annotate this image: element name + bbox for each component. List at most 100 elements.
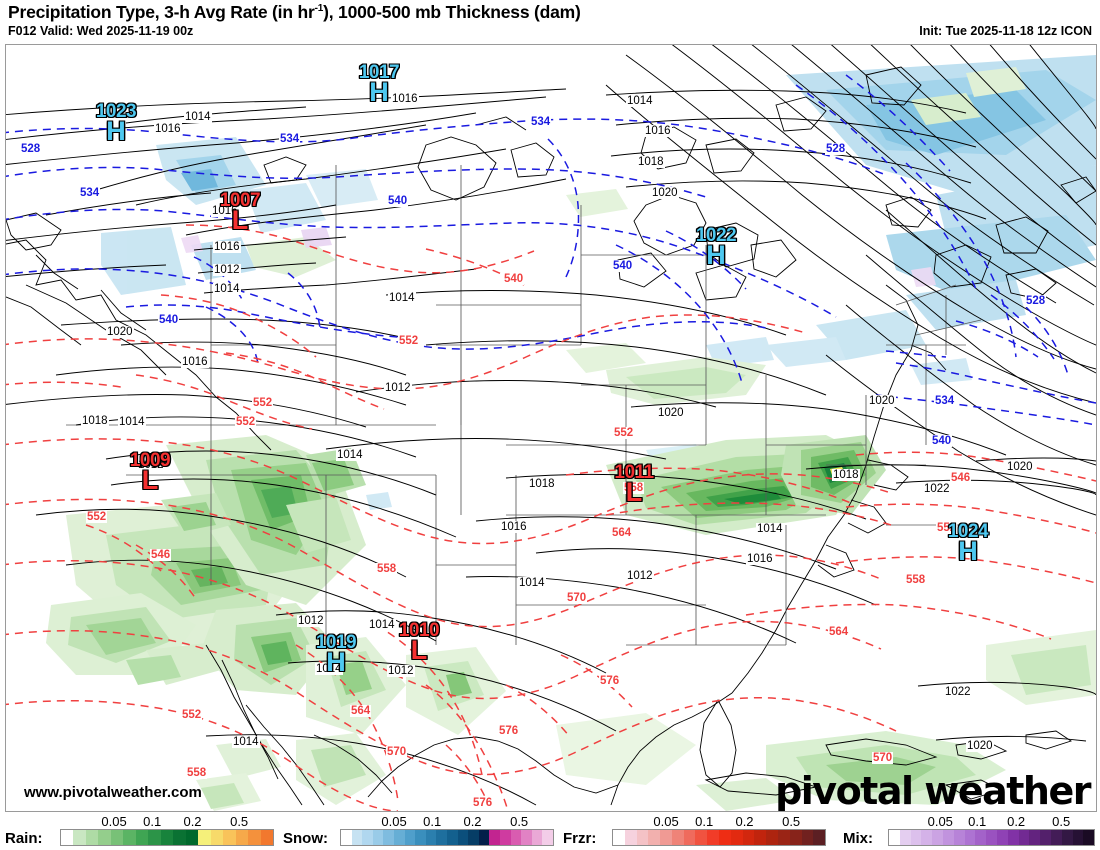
colorbar-swatch — [372, 830, 384, 845]
legend-label-frzr: Frzr: — [563, 830, 597, 847]
colorbar-swatch — [362, 830, 373, 845]
colorbar-swatch — [110, 830, 124, 845]
colorbar-tick-rain: 0.2 — [183, 814, 202, 829]
colorbar-tick-rain: 0.05 — [101, 814, 127, 829]
colorbar-swatch — [478, 830, 490, 845]
thickness-contours-cold — [6, 74, 1096, 426]
colorbar-swatch — [248, 830, 261, 845]
colorbar-rain — [60, 829, 274, 846]
colorbar-swatch — [210, 830, 224, 845]
legend-group-rain: Rain: 0.05 0.1 0.2 0.5 — [5, 812, 278, 850]
colorbar-swatch — [1018, 830, 1030, 845]
colorbar-swatch — [383, 830, 394, 845]
valid-time-label: F012 Valid: Wed 2025-11-19 00z — [8, 24, 194, 38]
colorbar-swatch — [415, 830, 426, 845]
header: Precipitation Type, 3-h Avg Rate (in hr-… — [0, 0, 1100, 44]
colorbar-swatch — [942, 830, 954, 845]
colorbar-swatch — [457, 830, 469, 845]
site-url-watermark: www.pivotalweather.com — [24, 784, 202, 801]
colorbar-swatch — [754, 830, 767, 845]
colorbar-swatch — [198, 830, 211, 845]
isobar-contours — [6, 45, 1096, 806]
colorbar-swatch — [986, 830, 997, 845]
colorbar-swatch — [742, 830, 755, 845]
colorbar-swatch — [98, 830, 111, 845]
colorbar-swatch — [613, 830, 625, 845]
precip-snow-shading — [101, 55, 1096, 510]
colorbar-swatch — [510, 830, 522, 845]
colorbar-tick-snow: 0.05 — [381, 814, 407, 829]
brand-watermark: pivotal weather — [775, 769, 1091, 812]
colorbar-swatch — [148, 830, 161, 845]
colorbar-tick-mix: 0.2 — [1007, 814, 1026, 829]
legend-group-frzr: Frzr: 0.05 0.1 0.2 0.5 — [563, 812, 830, 850]
colorbar-swatch — [160, 830, 174, 845]
map-graphics — [6, 45, 1096, 811]
colorbar-swatch — [1029, 830, 1041, 845]
colorbar-tick-mix: 0.05 — [927, 814, 953, 829]
colorbar-swatch — [1083, 830, 1095, 845]
colorbar-swatch — [542, 830, 553, 845]
colorbar-swatch — [889, 830, 900, 845]
colorbar-tick-frzr: 0.2 — [735, 814, 754, 829]
colorbar-swatch — [648, 830, 661, 845]
colorbar-swatch — [660, 830, 672, 845]
colorbar-swatch — [1072, 830, 1084, 845]
colorbar-tick-frzr: 0.5 — [782, 814, 801, 829]
colorbar-swatch — [910, 830, 922, 845]
colorbar-tick-mix: 0.5 — [1052, 814, 1071, 829]
colorbar-swatch — [521, 830, 532, 845]
colorbar-swatch — [173, 830, 186, 845]
colorbar-swatch — [932, 830, 943, 845]
colorbar-swatch — [123, 830, 136, 845]
colorbar-swatch — [1007, 830, 1019, 845]
colorbar-swatch — [436, 830, 447, 845]
colorbar-swatch — [425, 830, 437, 845]
colorbar-tick-snow: 0.5 — [510, 814, 529, 829]
colorbar-swatch — [393, 830, 405, 845]
colorbar-tick-frzr: 0.1 — [695, 814, 714, 829]
colorbar-swatch — [813, 830, 826, 845]
colorbar-swatch — [499, 830, 511, 845]
legend-label-mix: Mix: — [843, 830, 873, 847]
colorbar-swatch — [61, 830, 74, 845]
colorbar-swatch — [1040, 830, 1051, 845]
colorbar-swatch — [996, 830, 1008, 845]
colorbar-swatch — [899, 830, 911, 845]
page-title: Precipitation Type, 3-h Avg Rate (in hr-… — [8, 2, 581, 22]
colorbar-tick-frzr: 0.05 — [653, 814, 679, 829]
colorbar-swatch — [1050, 830, 1062, 845]
colorbar-swatch — [766, 830, 778, 845]
map-canvas[interactable]: 1016 1014 1016 1014 1016 1018 1020 1016 1016 1012… — [5, 44, 1097, 812]
colorbar-tick-snow: 0.1 — [423, 814, 442, 829]
colorbar-swatch — [260, 830, 273, 845]
colorbar-swatch — [223, 830, 236, 845]
state-borders — [66, 165, 982, 646]
colorbar-swatch — [801, 830, 814, 845]
colorbar-swatch — [73, 830, 86, 845]
colorbar-snow — [340, 829, 554, 846]
colorbar-swatch — [789, 830, 802, 845]
legend-group-mix: Mix: 0.05 0.1 0.2 0.5 — [843, 812, 1099, 850]
colorbar-frzr — [612, 829, 826, 846]
colorbar-tick-rain: 0.5 — [230, 814, 249, 829]
colorbar-swatch — [341, 830, 352, 845]
init-time-label: Init: Tue 2025-11-18 12z ICON — [919, 24, 1092, 38]
colorbar-swatch — [135, 830, 149, 845]
colorbar-swatch — [636, 830, 649, 845]
colorbar-swatch — [777, 830, 790, 845]
colorbar-swatch — [404, 830, 416, 845]
colorbar-swatch — [719, 830, 731, 845]
legend-label-rain: Rain: — [5, 830, 43, 847]
precip-mix-shading — [181, 227, 936, 287]
colorbar-swatch — [921, 830, 933, 845]
colorbar-swatch — [624, 830, 637, 845]
colorbar-swatch — [671, 830, 684, 845]
colorbar-swatch — [683, 830, 696, 845]
colorbar-swatch — [446, 830, 458, 845]
colorbar-tick-rain: 0.1 — [143, 814, 162, 829]
colorbar-swatch — [489, 830, 500, 845]
colorbar-swatch — [964, 830, 976, 845]
colorbar-swatch — [975, 830, 987, 845]
